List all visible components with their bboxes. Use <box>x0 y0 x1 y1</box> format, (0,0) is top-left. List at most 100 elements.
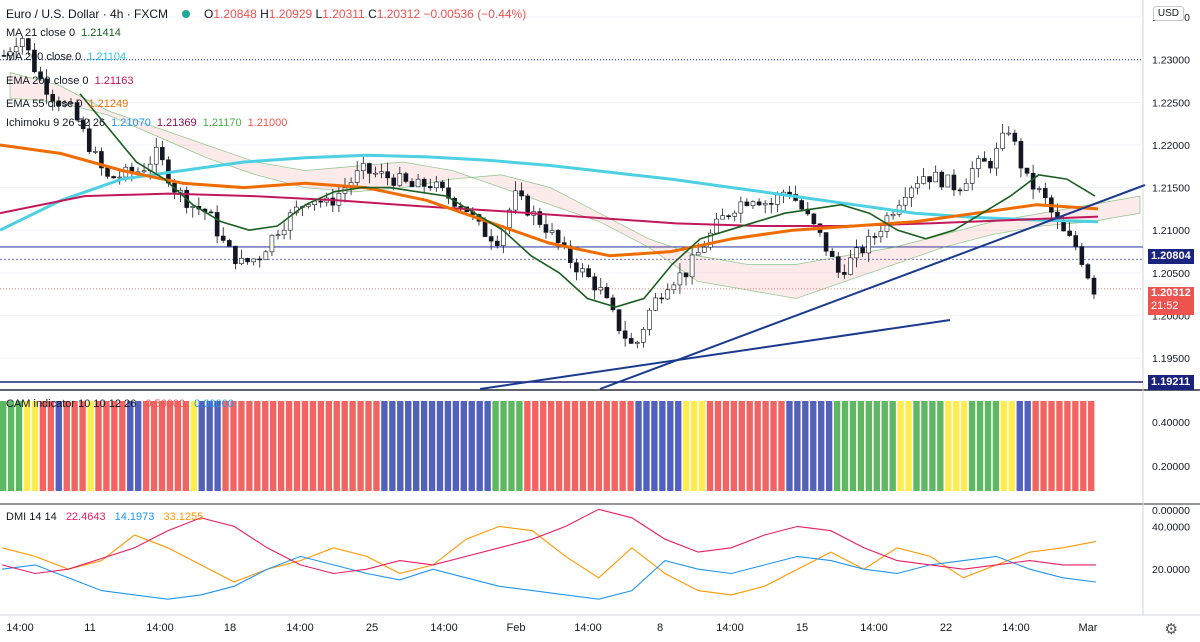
indicator-value: 1.21249 <box>88 98 129 110</box>
candle-body <box>653 297 658 311</box>
symbol-title[interactable]: Euro / U.S. Dollar · 4h · FXCM <box>6 7 169 21</box>
cam-bar <box>135 401 142 491</box>
candle-body <box>99 151 104 169</box>
cam-bar <box>87 401 94 491</box>
indicator-legend-4[interactable]: Ichimoku 9 26 52 26 1.21070 1.21369 1.21170… <box>6 117 287 129</box>
cam-bar <box>476 401 483 491</box>
cam-bar <box>365 401 372 491</box>
candle-body <box>604 287 610 299</box>
cam-bar <box>683 401 690 491</box>
dmi-legend[interactable]: DMI 14 14 22.4643 14.1973 33.1255 <box>6 511 203 523</box>
indicator-label: Ichimoku 9 26 52 26 <box>6 117 106 129</box>
indicator-legend-2[interactable]: EMA 200 close 0 1.21163 <box>6 75 134 87</box>
cam-bar <box>857 401 865 491</box>
candle-body <box>1024 167 1030 174</box>
cam-legend[interactable]: CAM indicator 10 10 12 26 0.50000 0.0000… <box>6 398 234 410</box>
cam-bar <box>960 401 968 491</box>
candle-body <box>525 195 530 216</box>
settings-gear-icon[interactable]: ⚙ <box>1164 621 1178 638</box>
candle-body <box>811 213 817 225</box>
candle-body <box>93 151 98 153</box>
cam-bar <box>1048 401 1055 491</box>
cam-bar <box>762 401 769 491</box>
cam-bar <box>293 401 301 491</box>
candle-body <box>56 100 62 106</box>
cam-bar <box>897 401 904 491</box>
cam-bar <box>818 401 825 491</box>
candle-body <box>708 232 713 248</box>
indicator-value: 1.21170 <box>202 117 242 129</box>
candle-body <box>677 272 683 286</box>
cam-bar <box>436 401 444 491</box>
trendline-2 <box>479 319 951 390</box>
price-tag-level-lower: 1.19211 <box>1148 375 1194 390</box>
candle-body <box>665 289 671 300</box>
cam-bar <box>786 401 793 491</box>
candle-body <box>44 78 49 95</box>
cam-bar <box>420 401 428 491</box>
cam-bar <box>1056 401 1063 491</box>
candle-body <box>403 173 409 182</box>
candle-body <box>360 163 366 171</box>
dmi-plus-line <box>1 508 1096 575</box>
cam-bar <box>945 401 952 491</box>
cam-tick-label: 0.40000 <box>1152 417 1190 429</box>
cam-bar <box>325 401 332 491</box>
cam-bar <box>1064 401 1071 491</box>
candle-body <box>647 309 652 330</box>
cam-tick-label: 0.20000 <box>1152 461 1190 473</box>
chart-header: Euro / U.S. Dollar · 4h · FXCM O1.20848 … <box>6 7 526 21</box>
candle-body <box>976 158 981 169</box>
candle-body <box>829 250 835 257</box>
candle-body <box>714 218 719 234</box>
candle-body <box>306 204 311 207</box>
indicator-label: EMA 55 close 0 <box>6 98 83 110</box>
cam-bar <box>1080 401 1087 491</box>
cam-bar <box>373 401 380 491</box>
candle-body <box>592 276 597 291</box>
candle-body <box>458 206 464 208</box>
time-tick-label: Feb <box>507 622 526 634</box>
candle-body <box>854 247 859 259</box>
trendline-1 <box>599 184 1146 390</box>
candle-body <box>720 215 725 220</box>
indicator-legend-1[interactable]: MA 200 close 0 1.21104 <box>6 51 126 63</box>
candle-body <box>963 183 969 191</box>
candle-body <box>866 236 871 254</box>
candle-body <box>494 240 500 246</box>
candle-body <box>701 246 707 253</box>
cam-bar <box>524 401 531 491</box>
cam-bar <box>675 401 682 491</box>
ichimoku-cloud <box>9 71 1141 299</box>
ohlc-readout: O1.20848 H1.20929 L1.20311 C1.20312 −0.0… <box>204 7 527 21</box>
candle-body <box>440 181 445 189</box>
cam-bar <box>746 401 753 491</box>
price-tick-label: 1.22000 <box>1152 140 1190 152</box>
dmi-tick-label: 40.0000 <box>1152 521 1190 533</box>
cam-bar <box>778 401 785 491</box>
candle-body <box>616 309 622 332</box>
candle-body <box>1000 132 1005 149</box>
cam-bar <box>627 401 634 491</box>
candle-body <box>1073 235 1079 247</box>
indicator-label: EMA 200 close 0 <box>6 75 89 87</box>
cam-bar <box>865 401 873 491</box>
cam-bar <box>810 401 817 491</box>
currency-button[interactable]: USD <box>1152 6 1184 21</box>
cam-bar <box>841 401 849 491</box>
candle-body <box>275 234 281 237</box>
cam-bar <box>47 401 55 491</box>
indicator-legend-3[interactable]: EMA 55 close 0 1.21249 <box>6 98 128 110</box>
candle-body <box>434 181 439 189</box>
cam-bar <box>873 401 880 491</box>
cam-bar <box>1032 401 1039 491</box>
candle-body <box>1006 132 1012 135</box>
candle-body <box>1012 132 1018 142</box>
cam-bar <box>460 401 467 491</box>
indicator-legend-0[interactable]: MA 21 close 0 1.21414 <box>6 27 121 39</box>
ema55-line <box>0 143 1099 258</box>
cam-bar <box>1088 401 1095 491</box>
candle-body <box>68 102 74 104</box>
cam-bar <box>190 401 197 491</box>
